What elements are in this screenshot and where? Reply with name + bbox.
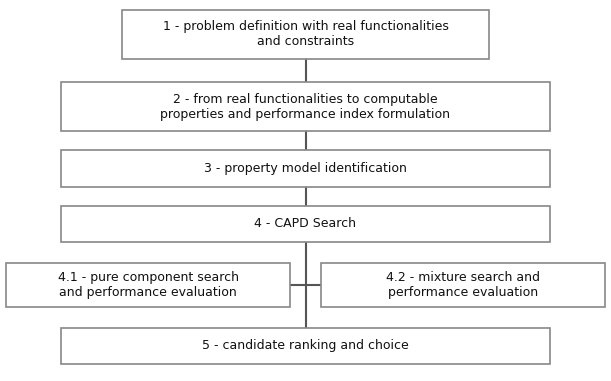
FancyBboxPatch shape <box>6 263 290 307</box>
FancyBboxPatch shape <box>321 263 605 307</box>
FancyBboxPatch shape <box>61 328 550 364</box>
Text: 4.1 - pure component search
and performance evaluation: 4.1 - pure component search and performa… <box>57 271 239 299</box>
FancyBboxPatch shape <box>61 82 550 131</box>
Text: 4 - CAPD Search: 4 - CAPD Search <box>255 217 356 231</box>
Text: 5 - candidate ranking and choice: 5 - candidate ranking and choice <box>202 339 409 352</box>
FancyBboxPatch shape <box>61 150 550 187</box>
Text: 4.2 - mixture search and
performance evaluation: 4.2 - mixture search and performance eva… <box>386 271 540 299</box>
Text: 3 - property model identification: 3 - property model identification <box>204 162 407 175</box>
Text: 1 - problem definition with real functionalities
and constraints: 1 - problem definition with real functio… <box>163 20 448 48</box>
FancyBboxPatch shape <box>61 206 550 242</box>
FancyBboxPatch shape <box>122 10 489 59</box>
Text: 2 - from real functionalities to computable
properties and performance index for: 2 - from real functionalities to computa… <box>161 93 450 121</box>
